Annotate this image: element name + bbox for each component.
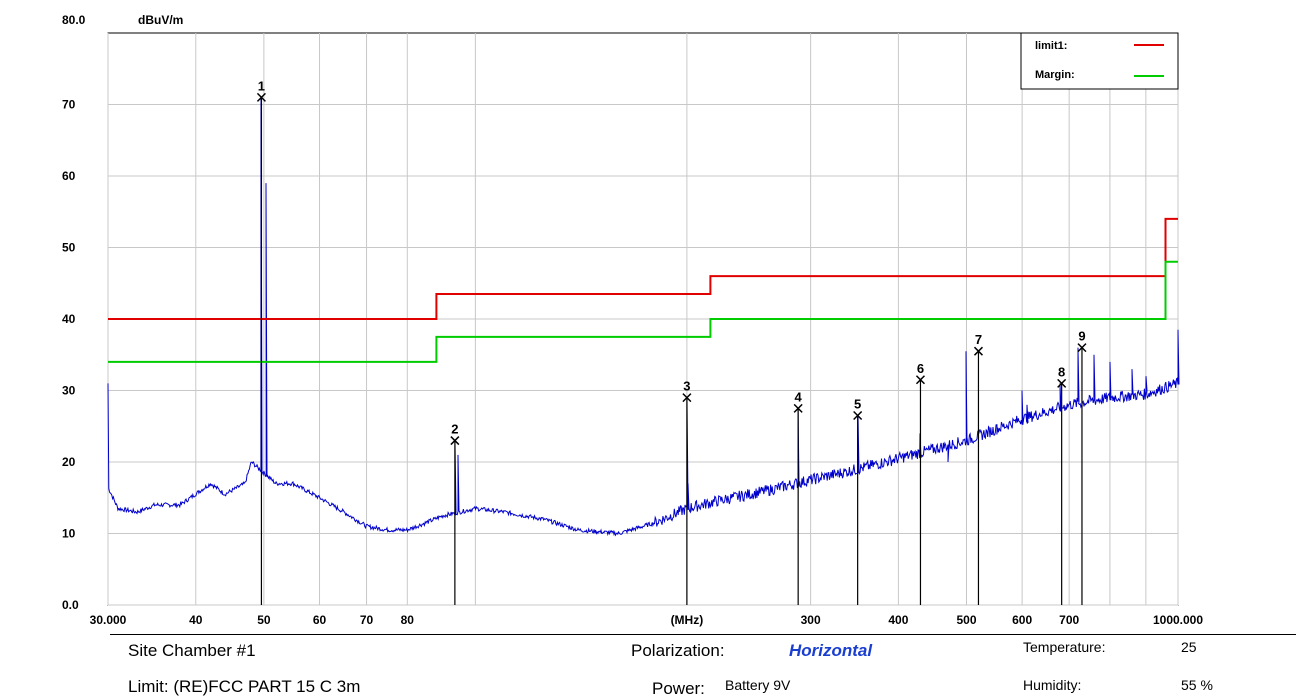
marker-x-stroke xyxy=(793,403,803,413)
polarization-label: Polarization: xyxy=(631,641,725,660)
margin-line xyxy=(108,260,1178,363)
x-tick-label: 40 xyxy=(189,613,203,627)
marker-x-stroke xyxy=(450,436,460,446)
marker-label: 9 xyxy=(1078,329,1085,344)
marker-label: 1 xyxy=(258,78,265,93)
x-tick-label: 30.000 xyxy=(90,613,127,627)
x-tick-label: 400 xyxy=(888,613,908,627)
legend-label-margin: Margin: xyxy=(1035,69,1075,81)
y-tick-label: 50 xyxy=(62,241,76,255)
legend: limit1: Margin: xyxy=(1020,32,1179,90)
limit-lines xyxy=(108,217,1178,363)
temperature-label: Temperature: xyxy=(1023,639,1106,655)
marker-x-stroke xyxy=(256,92,266,102)
legend-label-limit1: limit1: xyxy=(1035,40,1067,52)
marker-label: 3 xyxy=(683,379,690,394)
x-tick-label: 500 xyxy=(956,613,976,627)
humidity-label: Humidity: xyxy=(1023,677,1082,693)
marker-label: 7 xyxy=(975,332,982,347)
power-value: Battery 9V xyxy=(725,677,791,693)
marker-label: 8 xyxy=(1058,364,1065,379)
polarization-value: Horizontal xyxy=(789,641,873,660)
y-tick-label: 20 xyxy=(62,455,76,469)
marker-x-stroke xyxy=(915,375,925,385)
x-tick-label: 600 xyxy=(1012,613,1032,627)
marker-x-stroke xyxy=(682,393,692,403)
humidity-value: 55 % xyxy=(1181,677,1213,693)
marker-x-stroke xyxy=(1057,378,1067,388)
marker-x-stroke xyxy=(1077,343,1087,353)
peak-markers: 1 2 3 4 5 6 7 8 9 xyxy=(256,78,1087,605)
marker-label: 4 xyxy=(795,389,803,404)
y-axis-ticks: 70 60 50 40 30 20 10 0.0 xyxy=(62,98,79,613)
x-tick-label: 50 xyxy=(257,613,271,627)
x-axis-ticks: 30.000 40 50 60 70 80 (MHz) 300 400 500 600 700 1000… xyxy=(90,613,1204,627)
x-tick-label: 300 xyxy=(801,613,821,627)
info-divider xyxy=(110,634,1296,635)
y-tick-label: 60 xyxy=(62,169,76,183)
x-tick-label: 80 xyxy=(401,613,415,627)
y-tick-label: 70 xyxy=(62,98,76,112)
power-label: Power: xyxy=(652,679,705,698)
temperature-value: 25 xyxy=(1181,639,1197,655)
trace-line xyxy=(107,97,1180,537)
limit-text: Limit: (RE)FCC PART 15 C 3m xyxy=(128,677,361,696)
measurement-trace xyxy=(107,97,1180,537)
marker-x-stroke xyxy=(853,410,863,421)
x-tick-label: 1000.000 xyxy=(1153,613,1203,627)
legend-box xyxy=(1020,32,1179,90)
x-tick-label: 70 xyxy=(360,613,374,627)
x-tick-label: 700 xyxy=(1059,613,1079,627)
y-tick-label: 30 xyxy=(62,384,76,398)
y-tick-label: 0.0 xyxy=(62,598,79,612)
y-tick-label: 40 xyxy=(62,312,76,326)
marker-label: 2 xyxy=(451,422,458,437)
x-tick-label: (MHz) xyxy=(671,613,704,627)
y-top-value-label: 80.0 xyxy=(62,13,86,27)
limit1-line xyxy=(108,217,1178,320)
y-unit-label: dBuV/m xyxy=(138,13,183,27)
marker-label: 5 xyxy=(854,397,861,412)
site-text: Site Chamber #1 xyxy=(128,641,256,660)
marker-label: 6 xyxy=(917,361,924,376)
y-tick-label: 10 xyxy=(62,527,76,541)
marker-x-stroke xyxy=(973,346,983,356)
x-tick-label: 60 xyxy=(313,613,327,627)
